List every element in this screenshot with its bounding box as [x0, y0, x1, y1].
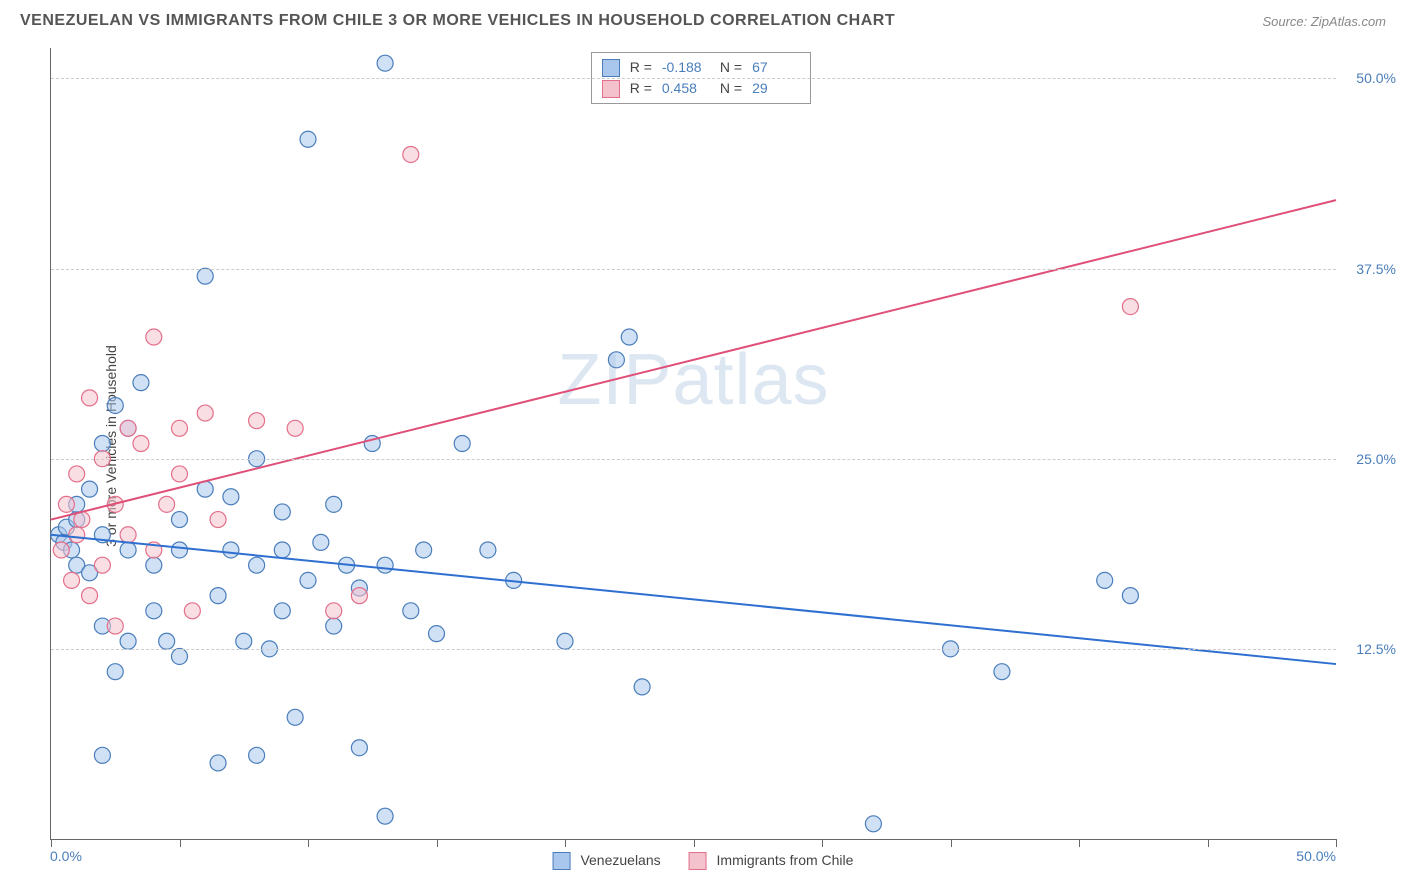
chart-title: VENEZUELAN VS IMMIGRANTS FROM CHILE 3 OR… [20, 12, 895, 30]
corr-row-1: R = -0.188 N = 67 [602, 57, 800, 78]
x-min-label: 0.0% [50, 848, 82, 864]
corr-row-2: R = 0.458 N = 29 [602, 78, 800, 99]
y-tick-label: 25.0% [1356, 451, 1396, 467]
x-max-label: 50.0% [1296, 848, 1336, 864]
swatch-icon [689, 852, 707, 870]
chart-plot-area: ZIPatlas R = -0.188 N = 67 R = 0.458 N =… [50, 48, 1336, 840]
y-tick-label: 50.0% [1356, 70, 1396, 86]
legend-item-2: Immigrants from Chile [689, 852, 854, 870]
y-tick-label: 12.5% [1356, 641, 1396, 657]
chart-svg [51, 48, 1336, 839]
swatch-icon [553, 852, 571, 870]
y-tick-label: 37.5% [1356, 261, 1396, 277]
swatch-icon [602, 59, 620, 77]
legend-item-1: Venezuelans [553, 852, 661, 870]
bottom-legend: Venezuelans Immigrants from Chile [553, 852, 854, 870]
header: VENEZUELAN VS IMMIGRANTS FROM CHILE 3 OR… [0, 0, 1406, 38]
swatch-icon [602, 80, 620, 98]
source-label: Source: ZipAtlas.com [1262, 14, 1386, 29]
